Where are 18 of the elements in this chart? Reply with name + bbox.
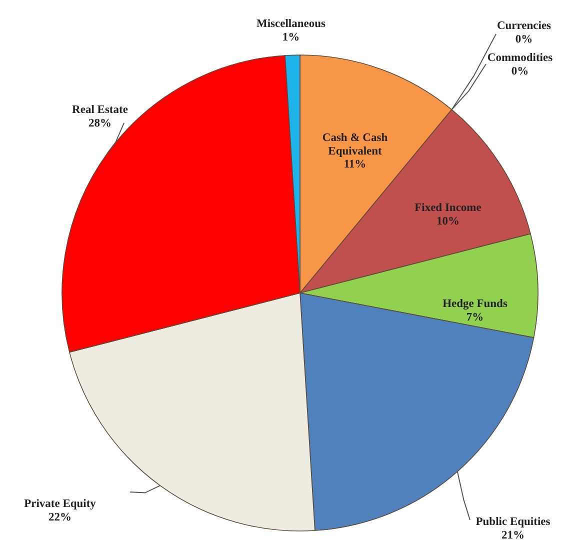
slice-label: Cash & Cash Equivalent <box>322 132 388 158</box>
category-label: Currencies <box>496 20 552 32</box>
slice-label: Fixed Income <box>414 202 482 214</box>
slice-label: Public Equities <box>476 516 551 528</box>
text: 0% <box>515 33 533 46</box>
data-label: 21% <box>502 529 524 542</box>
data-label: 7% <box>466 311 484 324</box>
data-label: 10% <box>436 215 460 228</box>
text: 0% <box>511 65 529 78</box>
data-label: 11% <box>344 158 366 171</box>
data-label: 1% <box>282 31 300 44</box>
slice-label: Miscellaneous <box>256 18 326 30</box>
category-label: Commodities <box>487 52 553 64</box>
slice-label: Real Estate <box>72 104 128 116</box>
data-label: 28% <box>88 117 112 130</box>
slice-label: Hedge Funds <box>442 298 508 310</box>
data-label: 22% <box>48 511 72 524</box>
slice-label: Private Equity <box>24 498 96 510</box>
